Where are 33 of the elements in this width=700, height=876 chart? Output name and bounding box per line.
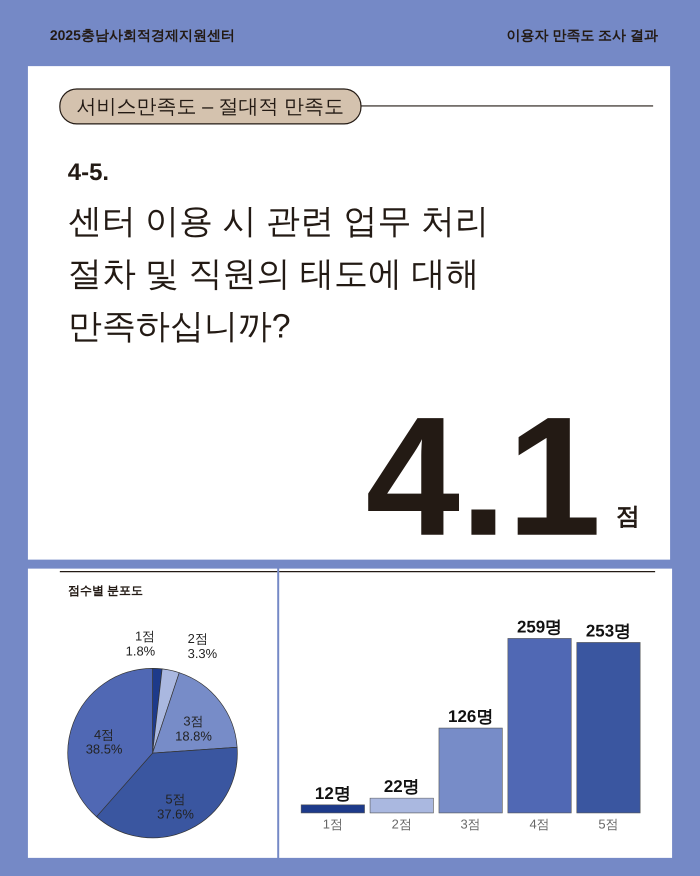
text: 이용자 만족도 조사 결과 xyxy=(506,27,658,44)
data-label: 37.6% xyxy=(157,806,194,822)
slice-label: 4점 xyxy=(94,726,114,742)
bar xyxy=(438,728,503,814)
data-label: 38.5% xyxy=(86,742,123,757)
slice-label: 2점 xyxy=(188,631,208,646)
data-label: 1.8% xyxy=(126,644,156,659)
data-label: 22명 xyxy=(384,777,420,796)
text: 점 xyxy=(616,502,640,530)
data-label: 18.8% xyxy=(175,728,212,744)
data-label: 3.3% xyxy=(188,646,218,662)
x-tick-label: 2점 xyxy=(392,816,412,832)
data-label: 259명 xyxy=(516,617,562,636)
chart-title: 점수별 분포도 xyxy=(68,584,144,598)
data-label: 12명 xyxy=(314,784,351,803)
text: 4.1 xyxy=(366,382,602,571)
bar xyxy=(576,642,640,814)
text: 4-5. xyxy=(68,158,110,186)
bar xyxy=(300,804,365,814)
slice-label: 3점 xyxy=(183,713,204,728)
bar xyxy=(508,638,572,814)
text: 2025충남사회적경제지원센터 xyxy=(50,27,235,44)
x-tick-label: 1점 xyxy=(322,816,343,832)
bar xyxy=(370,798,434,814)
x-tick-label: 3점 xyxy=(460,816,481,832)
data-label: 253명 xyxy=(586,622,632,640)
x-tick-label: 4점 xyxy=(529,816,550,832)
data-label: 126명 xyxy=(448,707,494,726)
slice-label: 1점 xyxy=(134,628,156,644)
x-tick-label: 5점 xyxy=(598,816,619,832)
text: 센터 이용 시 관련 업무 처리 절차 및 직원의 태도에 대해 만족하십니까? xyxy=(68,202,489,346)
slice-label: 5점 xyxy=(165,792,186,807)
text: 서비스만족도 – 절대적 만족도 xyxy=(76,96,344,118)
